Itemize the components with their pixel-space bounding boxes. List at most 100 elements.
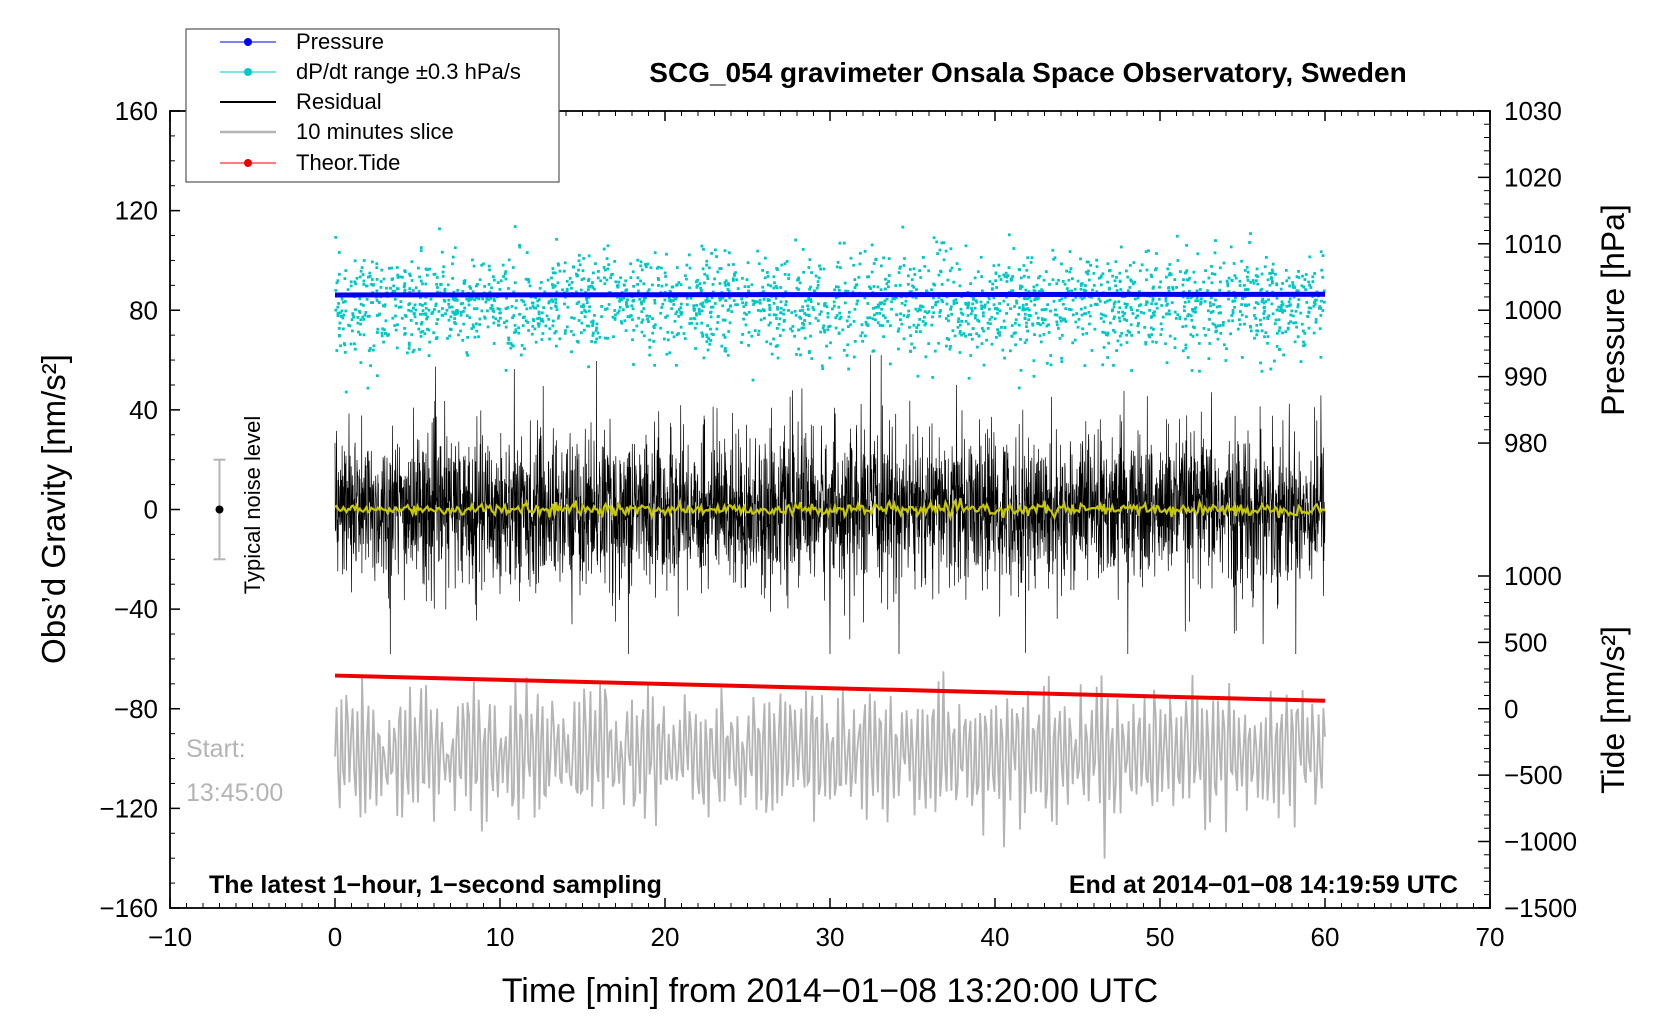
dpdt-point <box>1142 311 1146 315</box>
dpdt-point <box>960 333 963 337</box>
dpdt-point <box>971 302 975 306</box>
dpdt-point <box>969 312 973 316</box>
dpdt-point <box>591 281 594 284</box>
dpdt-point <box>695 312 698 315</box>
dpdt-point <box>1125 333 1128 337</box>
dpdt-point <box>713 302 717 305</box>
dpdt-point <box>1202 327 1206 330</box>
dpdt-point <box>632 299 636 302</box>
dpdt-point <box>966 314 970 317</box>
dpdt-point <box>1124 306 1128 309</box>
dpdt-point <box>419 249 423 253</box>
dpdt-point <box>1053 313 1057 317</box>
dpdt-point <box>397 305 401 309</box>
dpdt-point <box>998 309 1002 313</box>
dpdt-point <box>441 270 445 274</box>
dpdt-point <box>653 251 657 255</box>
dpdt-point <box>1186 314 1190 318</box>
dpdt-point <box>594 329 598 332</box>
dpdt-point <box>486 325 490 329</box>
dpdt-point <box>399 305 403 309</box>
dpdt-point <box>1173 337 1177 341</box>
dpdt-point <box>588 305 591 309</box>
dpdt-point <box>594 340 597 344</box>
dpdt-point <box>758 301 762 305</box>
dpdt-point <box>504 270 508 273</box>
dpdt-point <box>338 321 342 325</box>
dpdt-point <box>472 325 475 329</box>
dpdt-point <box>1305 301 1309 304</box>
dpdt-point <box>592 271 595 275</box>
dpdt-point <box>1322 300 1326 304</box>
dpdt-point <box>1004 271 1008 275</box>
dpdt-point <box>677 281 681 284</box>
dpdt-point <box>1042 333 1046 336</box>
dpdt-point <box>542 306 545 309</box>
dpdt-point <box>917 307 921 311</box>
dpdt-point <box>682 332 686 335</box>
dpdt-point <box>836 261 840 264</box>
dpdt-point <box>1010 324 1014 327</box>
dpdt-point <box>832 300 836 304</box>
dpdt-point <box>787 273 791 277</box>
dpdt-point <box>987 297 991 301</box>
dpdt-point <box>1249 280 1253 284</box>
dpdt-point <box>465 297 469 301</box>
dpdt-point <box>826 328 830 332</box>
dpdt-point <box>632 328 636 332</box>
dpdt-point <box>1092 272 1096 275</box>
dpdt-point <box>1264 331 1268 334</box>
dpdt-point <box>1079 257 1082 261</box>
dpdt-point <box>806 307 810 311</box>
dpdt-point <box>436 290 439 294</box>
dpdt-point <box>526 278 530 281</box>
dpdt-point <box>1023 312 1027 316</box>
dpdt-point <box>1024 288 1028 292</box>
dpdt-point <box>432 331 436 335</box>
dpdt-point <box>403 270 407 273</box>
dpdt-point <box>629 262 632 266</box>
dpdt-point <box>853 340 857 343</box>
dpdt-point <box>582 277 586 281</box>
dpdt-point <box>1144 250 1148 254</box>
dpdt-point <box>707 266 711 270</box>
dpdt-point <box>700 321 704 325</box>
dpdt-point <box>1199 301 1203 304</box>
dpdt-point <box>512 290 516 294</box>
dpdt-point <box>712 333 715 336</box>
dpdt-point <box>448 305 451 309</box>
dpdt-point <box>587 279 590 282</box>
dpdt-point <box>591 334 595 337</box>
dpdt-point <box>1057 278 1060 282</box>
dpdt-point <box>421 312 425 316</box>
dpdt-point <box>741 276 744 280</box>
dpdt-point <box>404 332 407 335</box>
dpdt-point <box>353 342 356 346</box>
y-tick-label: 160 <box>115 96 158 126</box>
dpdt-point <box>1060 356 1064 360</box>
dpdt-point <box>709 315 713 319</box>
dpdt-point <box>1276 331 1279 335</box>
dpdt-point <box>1012 247 1016 250</box>
dpdt-point <box>718 282 722 285</box>
dpdt-point <box>865 322 868 326</box>
dpdt-point <box>1273 322 1277 326</box>
dpdt-point <box>449 315 453 319</box>
dpdt-point <box>907 313 910 317</box>
dpdt-point <box>525 307 529 311</box>
dpdt-point <box>1188 276 1191 280</box>
dpdt-point <box>651 283 654 287</box>
dpdt-point <box>976 270 980 274</box>
dpdt-point <box>473 335 477 339</box>
dpdt-point <box>657 284 660 287</box>
dpdt-point <box>1293 286 1296 289</box>
dpdt-point <box>1245 265 1249 269</box>
dpdt-point <box>1026 297 1029 301</box>
dpdt-point <box>660 306 664 309</box>
dpdt-point <box>1027 318 1031 322</box>
dpdt-point <box>692 317 696 320</box>
dpdt-point <box>565 325 569 329</box>
dpdt-point <box>896 329 900 333</box>
dpdt-point <box>1227 276 1231 280</box>
dpdt-point <box>513 225 517 228</box>
